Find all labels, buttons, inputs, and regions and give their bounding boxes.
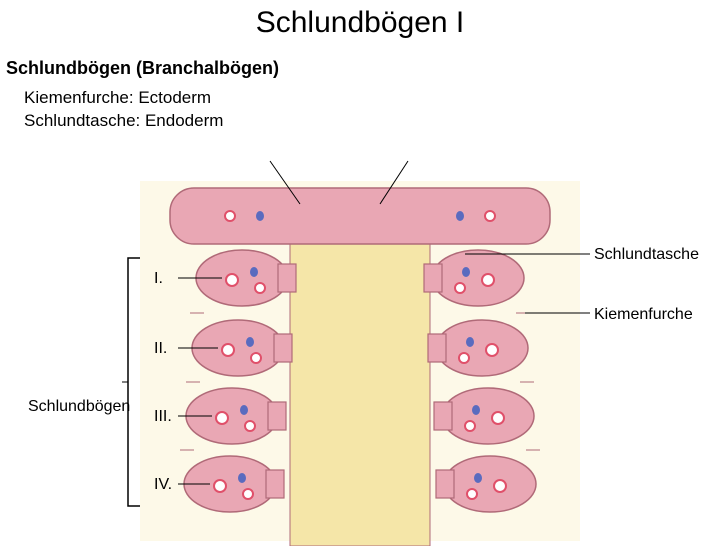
svg-text:IV.: IV. — [154, 476, 172, 493]
svg-text:III.: III. — [154, 408, 172, 425]
svg-text:I.: I. — [154, 270, 163, 287]
pharyngeal-arches-diagram: I. II. III. IV. — [0, 6, 720, 546]
label-schlundboegen: Schlundbögen — [28, 398, 130, 416]
svg-text:II.: II. — [154, 340, 167, 357]
label-kiemenfurche: Kiemenfurche — [594, 306, 693, 324]
label-schlundtasche: Schlundtasche — [594, 246, 699, 264]
